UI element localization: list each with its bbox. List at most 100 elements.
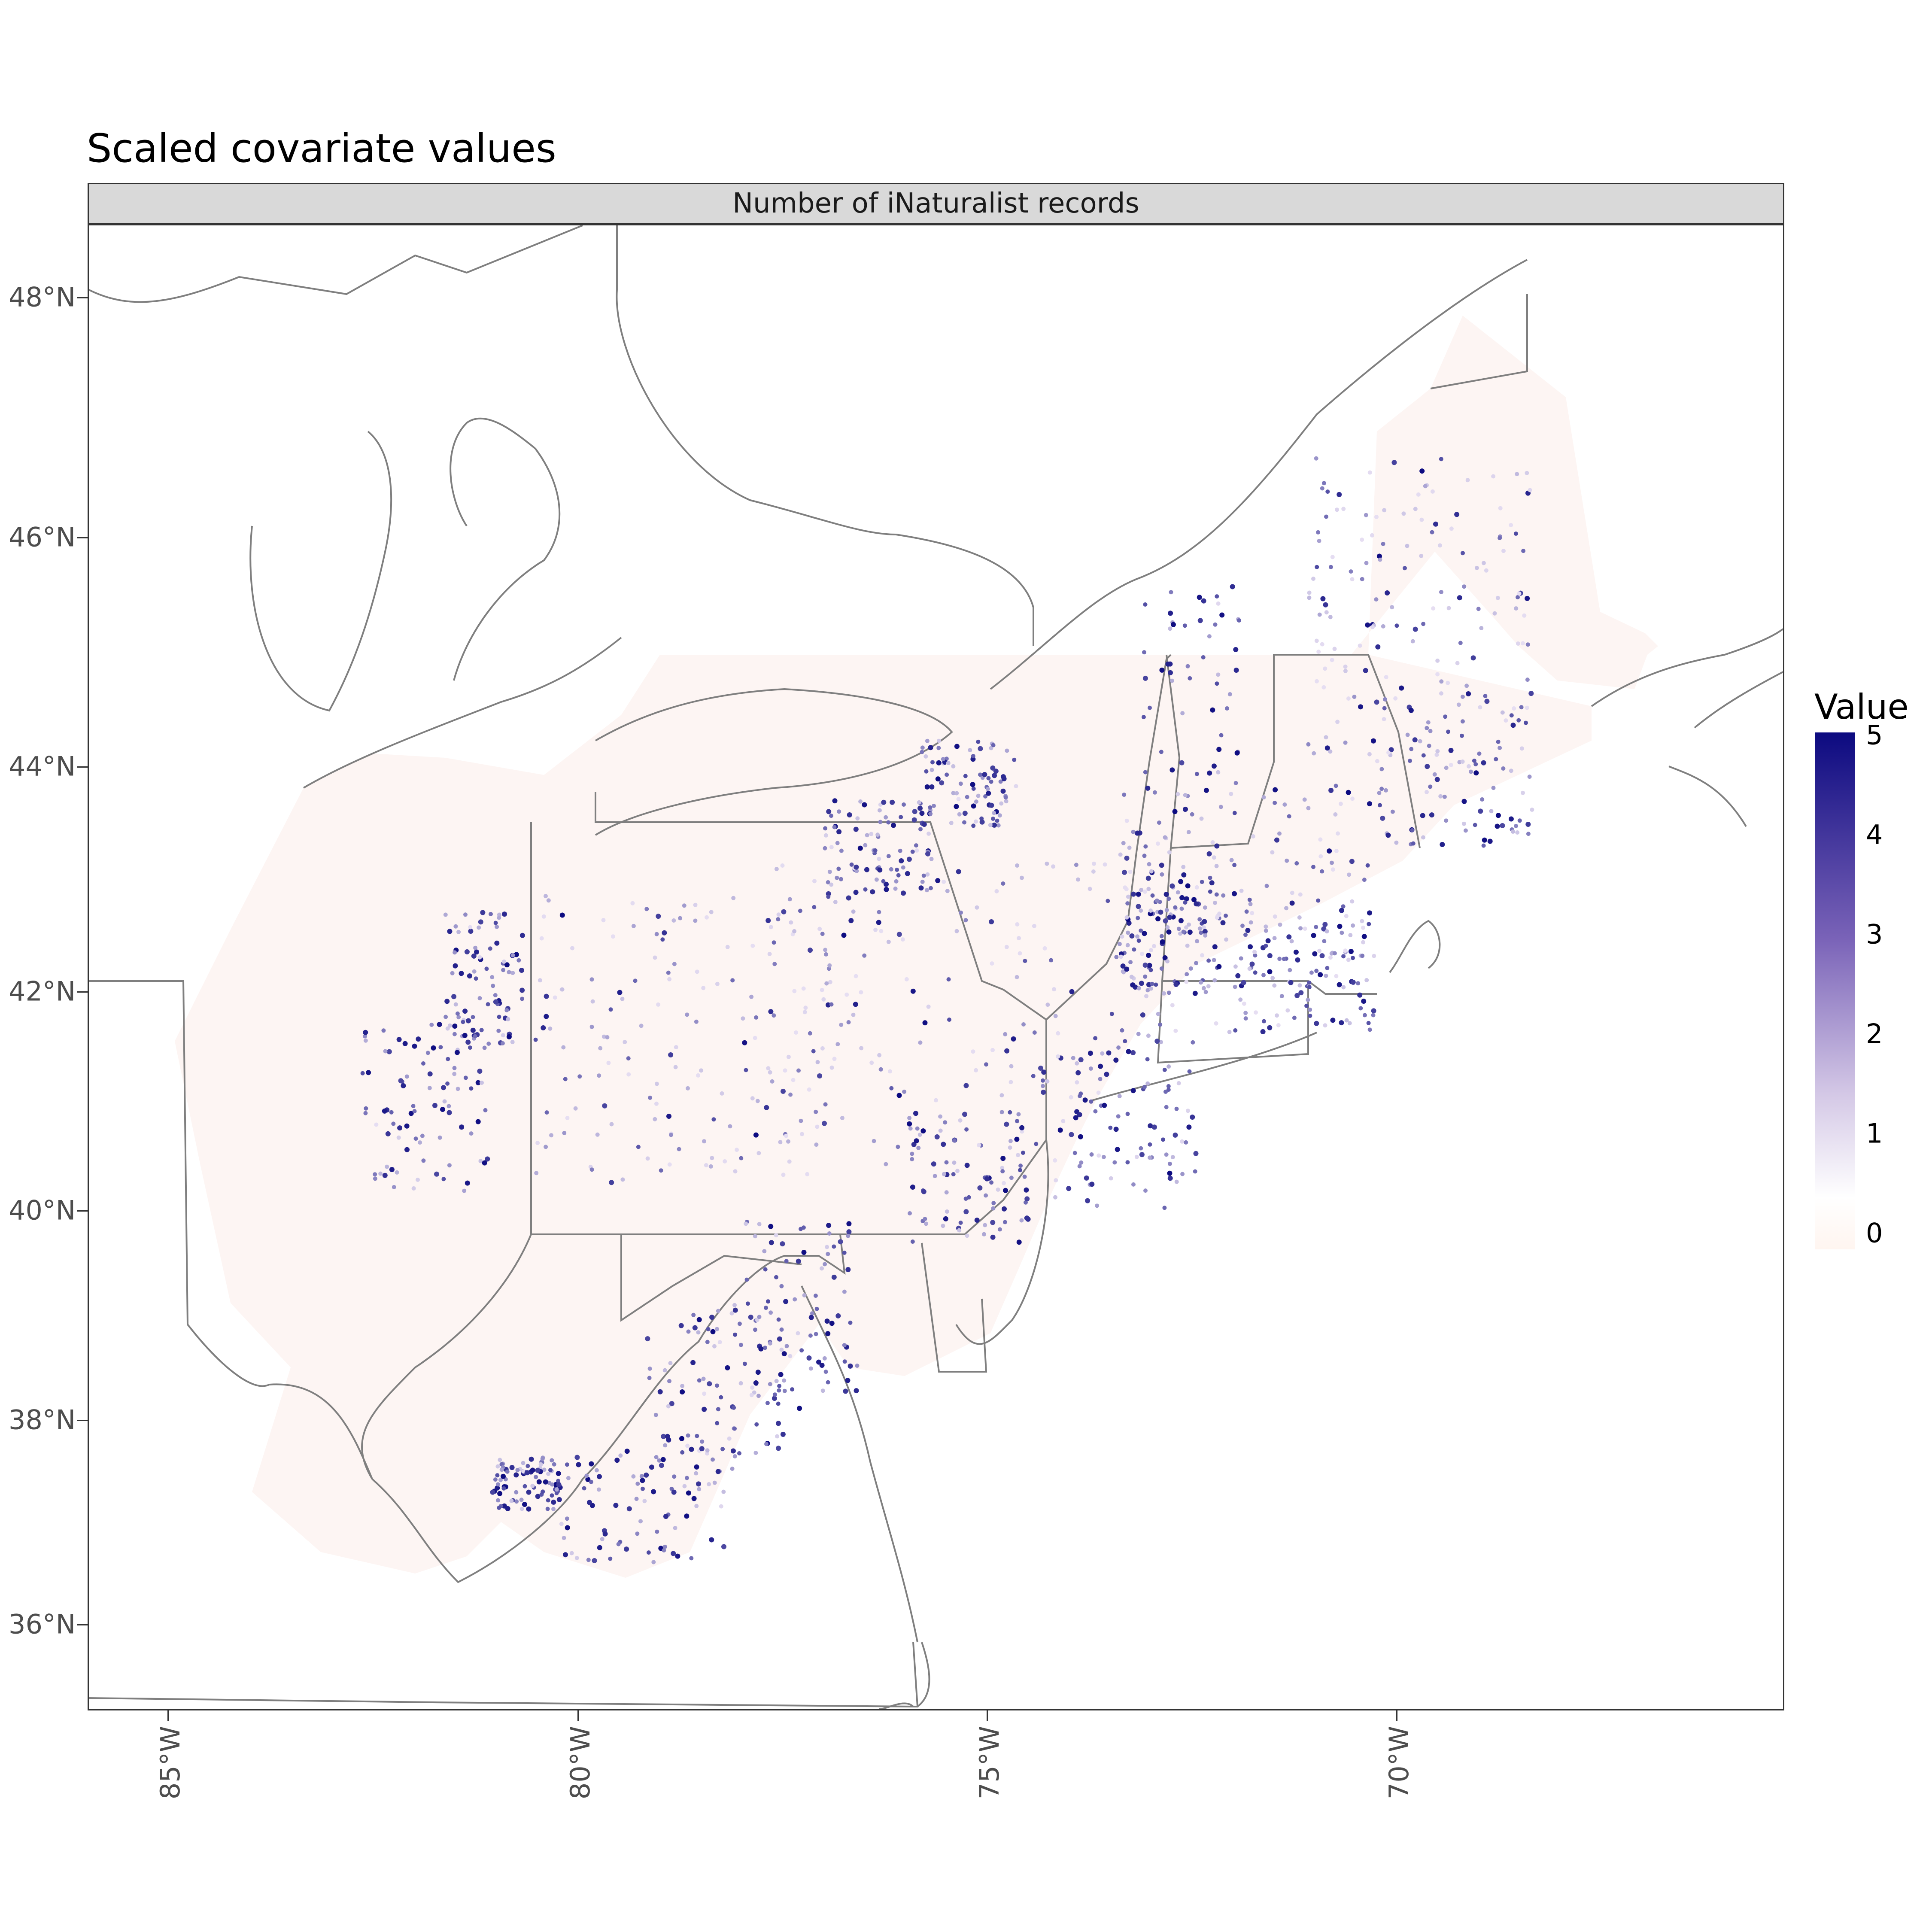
record-point: [1227, 692, 1232, 696]
record-point: [1003, 1032, 1008, 1036]
record-point: [875, 832, 880, 837]
wv-western-border: [361, 1234, 532, 1480]
record-point: [453, 963, 458, 969]
record-point: [1195, 939, 1200, 944]
record-point: [963, 1197, 968, 1201]
record-point: [1457, 595, 1462, 601]
record-point: [1356, 981, 1361, 986]
y-tick-mark: [77, 1420, 88, 1421]
record-point: [732, 1454, 737, 1458]
record-point: [1131, 829, 1136, 834]
record-point: [1136, 891, 1141, 897]
record-point: [1314, 638, 1319, 643]
record-point: [1248, 944, 1253, 950]
record-point: [576, 1462, 581, 1467]
record-point: [733, 1169, 738, 1174]
record-point: [404, 1123, 410, 1129]
record-point: [584, 1473, 589, 1478]
record-point: [519, 987, 525, 993]
record-point: [1199, 930, 1203, 935]
record-point: [1343, 740, 1348, 745]
record-point: [1508, 816, 1514, 822]
record-point: [814, 1332, 818, 1337]
record-point: [1341, 507, 1346, 511]
record-point: [1307, 985, 1312, 990]
record-point: [898, 848, 902, 853]
record-point: [1285, 858, 1289, 863]
record-point: [1176, 927, 1181, 931]
record-point: [952, 1160, 957, 1165]
y-tick-mark: [77, 1624, 88, 1625]
record-point: [668, 1052, 674, 1057]
record-point: [485, 1156, 490, 1162]
record-point: [1285, 1008, 1290, 1013]
record-point: [402, 1041, 408, 1046]
record-point: [1525, 471, 1529, 475]
record-point: [1143, 974, 1148, 979]
record-point: [1101, 1154, 1106, 1159]
record-point: [1142, 963, 1148, 968]
record-point: [989, 1180, 994, 1185]
record-point: [1267, 1025, 1273, 1030]
record-point: [392, 1185, 396, 1189]
record-point: [431, 1045, 436, 1051]
record-point: [1000, 1156, 1006, 1161]
record-point: [837, 809, 841, 814]
record-point: [1192, 990, 1198, 996]
record-point: [1160, 939, 1165, 945]
record-point: [642, 1499, 647, 1504]
record-point: [877, 808, 882, 813]
record-point: [829, 845, 834, 850]
record-point: [500, 1041, 505, 1045]
record-point: [1501, 549, 1506, 553]
record-point: [1375, 759, 1379, 763]
record-point: [1139, 1146, 1143, 1151]
record-point: [991, 1201, 996, 1206]
record-point: [506, 1017, 510, 1021]
record-point: [1041, 1090, 1046, 1095]
record-point: [750, 1096, 755, 1101]
record-point: [763, 1267, 768, 1272]
record-point: [1009, 1064, 1014, 1069]
record-point: [1306, 997, 1310, 1002]
record-point: [832, 798, 838, 804]
record-point: [551, 1499, 556, 1505]
record-point: [848, 1363, 853, 1369]
record-point: [1156, 1012, 1160, 1016]
record-point: [1019, 1125, 1025, 1130]
legend-label: 2: [1866, 1018, 1883, 1050]
record-point: [385, 1131, 391, 1136]
record-point: [1197, 595, 1202, 600]
record-point: [504, 1008, 509, 1012]
record-point: [719, 1504, 723, 1509]
record-point: [463, 912, 468, 917]
record-point: [942, 879, 946, 884]
record-point: [1444, 818, 1449, 823]
record-point: [1514, 823, 1518, 828]
record-point: [814, 1109, 818, 1114]
record-point: [1124, 966, 1130, 972]
record-point: [1056, 1031, 1060, 1036]
record-point: [1061, 1119, 1066, 1124]
record-point: [1053, 1195, 1057, 1200]
record-point: [877, 910, 881, 914]
record-point: [1145, 988, 1150, 993]
record-point: [1183, 900, 1188, 905]
record-point: [1420, 813, 1425, 818]
record-point: [653, 955, 657, 960]
record-point: [666, 1114, 671, 1119]
record-point: [506, 1034, 512, 1039]
record-point: [521, 1461, 526, 1465]
record-point: [944, 1160, 949, 1165]
record-point: [753, 1234, 757, 1239]
record-point: [1264, 884, 1269, 888]
record-point: [519, 1507, 524, 1511]
record-point: [1352, 695, 1357, 699]
record-point: [495, 1482, 500, 1487]
record-point: [1008, 1145, 1012, 1150]
ct-border: [1157, 981, 1309, 1064]
record-point: [793, 1030, 798, 1035]
record-point: [444, 1015, 448, 1019]
record-point: [878, 820, 883, 824]
record-point: [1125, 901, 1130, 906]
